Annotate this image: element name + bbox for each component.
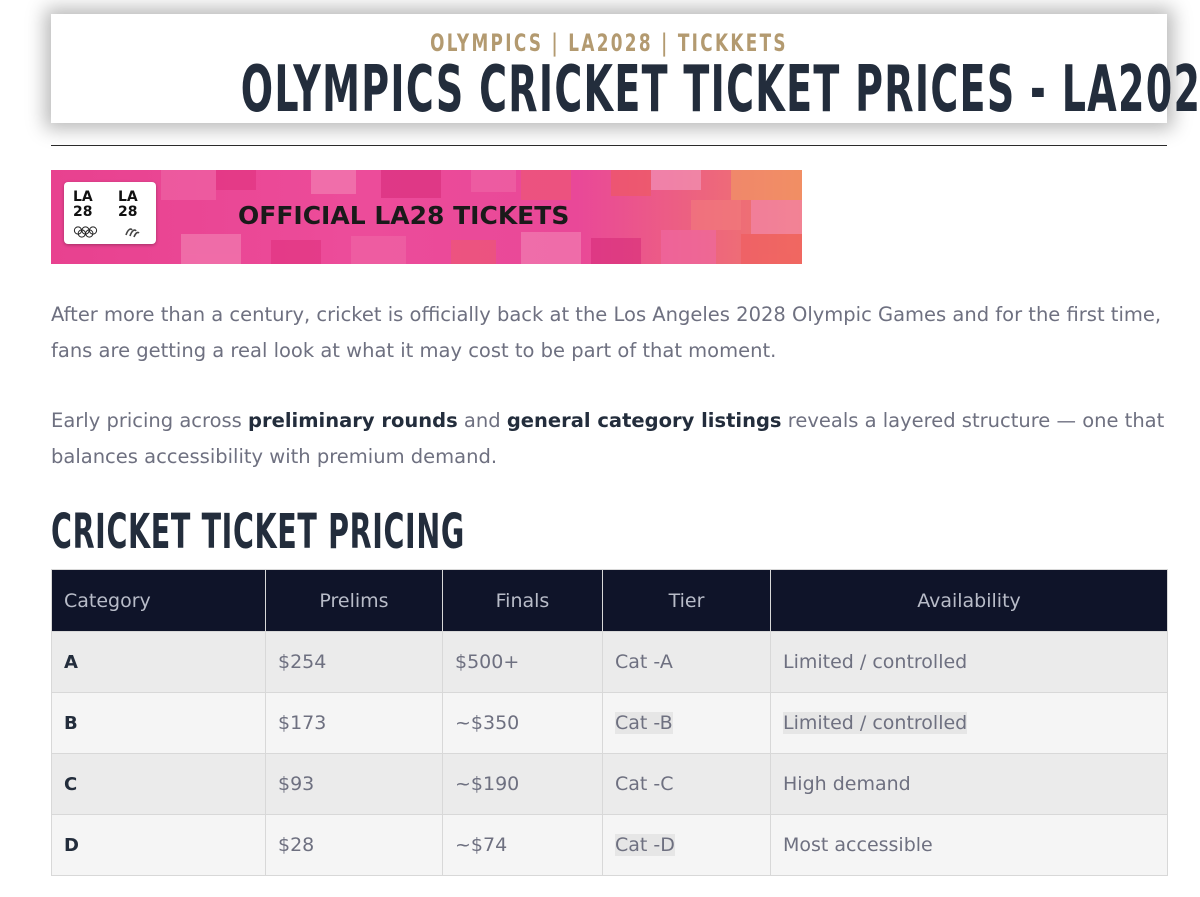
cell-availability: Limited / controlled — [770, 692, 1168, 754]
intro-paragraph-1: After more than a century, cricket is of… — [51, 303, 1162, 362]
cell-availability: Limited / controlled — [770, 631, 1168, 693]
cell-availability: Most accessible — [770, 814, 1168, 876]
tier-label: Cat -A — [615, 651, 673, 673]
emphasis-preliminary-rounds: preliminary rounds — [248, 409, 458, 432]
cell-category: A — [51, 631, 266, 693]
olympic-rings-icon — [73, 226, 98, 238]
banner-label: OFFICIAL LA28 TICKETS — [238, 201, 570, 230]
cell-finals: ~$190 — [442, 753, 603, 815]
column-header-availability: Availability — [770, 569, 1168, 632]
paralympic-agitos-icon — [125, 228, 140, 238]
column-header-prelims: Prelims — [265, 569, 443, 632]
table-row: D $28 ~$74 Cat -D Most accessible — [51, 814, 1168, 876]
tier-label: Cat -C — [615, 773, 674, 795]
title-banner: OLYMPICS | LA2028 | TICKKETS OLYMPICS CR… — [51, 14, 1200, 127]
cell-prelims: $173 — [265, 692, 443, 754]
table-row: B $173 ~$350 Cat -B Limited / controlled — [51, 692, 1168, 754]
cell-availability: High demand — [770, 753, 1168, 815]
divider — [51, 145, 1167, 146]
cell-tier: Cat -B — [602, 692, 771, 754]
availability-label: Limited / controlled — [783, 651, 968, 673]
availability-label: Most accessible — [783, 834, 933, 856]
tier-label: Cat -B — [615, 712, 673, 734]
cell-prelims: $93 — [265, 753, 443, 815]
table-row: A $254 $500+ Cat -A Limited / controlled — [51, 631, 1168, 693]
cell-category: D — [51, 814, 266, 876]
la28-olympic-logo: LA 28 — [73, 189, 93, 220]
table-row: C $93 ~$190 Cat -C High demand — [51, 753, 1168, 815]
section-heading: CRICKET TICKET PRICING — [51, 504, 465, 560]
la28-paralympic-logo: LA 28 — [118, 189, 138, 220]
official-tickets-banner[interactable]: LA 28 LA 28 OFFIC — [51, 170, 802, 264]
mosaic-background — [161, 170, 802, 264]
cell-tier: Cat -C — [602, 753, 771, 815]
cell-finals: $500+ — [442, 631, 603, 693]
column-header-category: Category — [51, 569, 266, 632]
availability-label: Limited / controlled — [783, 712, 968, 734]
cell-category: B — [51, 692, 266, 754]
cell-finals: ~$350 — [442, 692, 603, 754]
column-header-finals: Finals — [442, 569, 603, 632]
intro-paragraph-2: Early pricing across preliminary rounds … — [51, 409, 1165, 468]
cell-finals: ~$74 — [442, 814, 603, 876]
column-header-tier: Tier — [602, 569, 771, 632]
tier-label: Cat -D — [615, 834, 675, 856]
cell-prelims: $28 — [265, 814, 443, 876]
breadcrumb[interactable]: OLYMPICS | LA2028 | TICKKETS — [430, 29, 788, 57]
page-title: OLYMPICS CRICKET TICKET PRICES - LA2028 — [240, 53, 1200, 127]
cell-tier: Cat -D — [602, 814, 771, 876]
emphasis-general-category: general category listings — [506, 409, 782, 432]
cell-tier: Cat -A — [602, 631, 771, 693]
la28-logo-card: LA 28 LA 28 — [64, 182, 156, 244]
availability-label: High demand — [783, 773, 911, 795]
table-header-row: Category Prelims Finals Tier Availabilit… — [51, 569, 1168, 632]
cell-prelims: $254 — [265, 631, 443, 693]
pricing-table: Category Prelims Finals Tier Availabilit… — [51, 569, 1168, 876]
cell-category: C — [51, 753, 266, 815]
